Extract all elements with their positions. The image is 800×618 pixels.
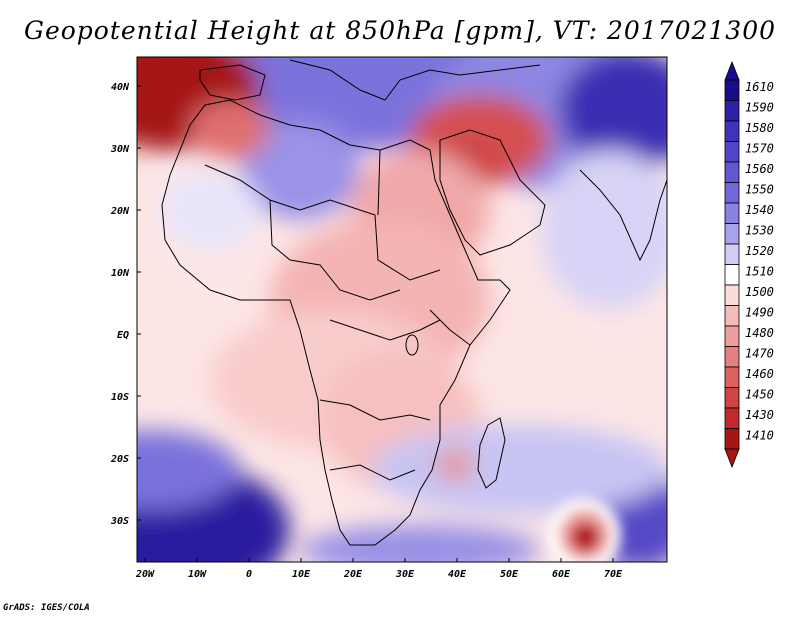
- colorbar-swatch: [724, 243, 740, 265]
- colorbar-label: 1590: [745, 101, 774, 115]
- colorbar-swatch: [724, 161, 740, 183]
- colorbar-label: 1570: [745, 142, 774, 156]
- colorbar-label: 1500: [745, 285, 774, 299]
- latitude-axis: 40N 30N 20N 10N EQ 10S 20S 30S: [110, 82, 130, 527]
- colorbar-label: 1410: [745, 429, 774, 443]
- colorbar-label: 1480: [745, 326, 774, 340]
- colorbar-swatch: [724, 387, 740, 409]
- colorbar-label: 1430: [745, 408, 774, 422]
- lon-label: 70E: [604, 569, 623, 580]
- colorbar-swatch: [724, 264, 740, 286]
- colorbar-swatch: [724, 305, 740, 327]
- lat-label: EQ: [117, 330, 129, 341]
- colorbar-label: 1450: [745, 388, 774, 402]
- colorbar-swatch: [724, 366, 740, 388]
- lat-label: 20N: [110, 206, 130, 217]
- lon-label: 20E: [343, 569, 363, 580]
- lat-label: 10S: [111, 392, 129, 403]
- colorbar-label: 1490: [745, 306, 774, 320]
- height-field: [137, 57, 667, 562]
- lat-label: 40N: [111, 82, 130, 93]
- colorbar-swatch: [724, 325, 740, 347]
- lon-label: 50E: [500, 569, 519, 580]
- colorbar-swatch: [724, 79, 740, 101]
- chart-title: Geopotential Height at 850hPa [gpm], VT:…: [23, 16, 777, 45]
- colorbar-label: 1560: [745, 162, 774, 176]
- colorbar-label: 1470: [745, 347, 774, 361]
- colorbar-swatch: [724, 346, 740, 368]
- lat-label: 30N: [110, 144, 130, 155]
- lat-label: 20S: [110, 454, 129, 465]
- colorbar-label: 1510: [745, 265, 774, 279]
- lon-label: 10W: [188, 569, 207, 580]
- lon-label: 10E: [292, 569, 311, 580]
- map-frame: [136, 56, 668, 563]
- lon-label: 30E: [395, 569, 415, 580]
- colorbar-swatch: [724, 428, 740, 450]
- colorbar-swatch: [724, 182, 740, 204]
- colorbar-swatch: [724, 202, 740, 224]
- colorbar-swatch: [724, 284, 740, 306]
- colorbar-label: 1540: [745, 203, 774, 217]
- colorbar-label: 1580: [745, 121, 774, 135]
- colorbar-swatch: [724, 223, 740, 245]
- longitude-axis: 20W 10W 0 10E 20E 30E 40E 50E 60E 70E: [135, 569, 623, 580]
- lat-label: 10N: [111, 268, 130, 279]
- colorbar-swatch: [724, 407, 740, 429]
- colorbar: 1610 1590 1580 1570 1560 1550 1540 1530 1520 1510…: [724, 60, 774, 469]
- lon-label: 0: [246, 569, 252, 580]
- colorbar-swatch: [724, 141, 740, 163]
- lon-label: 40E: [448, 569, 467, 580]
- colorbar-label: 1520: [745, 244, 774, 258]
- colorbar-label: 1550: [745, 183, 774, 197]
- colorbar-swatch: [724, 100, 740, 122]
- colorbar-swatch: [724, 120, 740, 142]
- lat-label: 30S: [110, 516, 129, 527]
- colorbar-label: 1530: [745, 224, 774, 238]
- colorbar-max-arrow: [724, 60, 740, 81]
- lon-label: 60E: [552, 569, 571, 580]
- credit-text: GrADS: IGES/COLA: [3, 603, 90, 613]
- colorbar-label: 1460: [745, 367, 774, 381]
- colorbar-label: 1610: [745, 80, 774, 94]
- lon-label: 20W: [135, 569, 155, 580]
- colorbar-min-arrow: [724, 448, 740, 469]
